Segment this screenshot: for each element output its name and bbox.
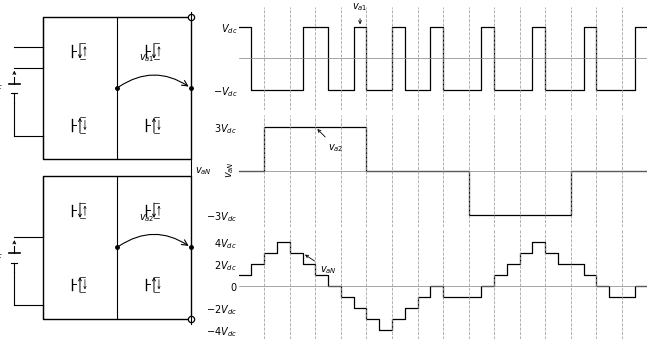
Text: $v_{a1}$: $v_{a1}$ xyxy=(353,1,368,23)
Text: $3V_{dc}$: $3V_{dc}$ xyxy=(0,247,3,261)
Text: $v_{aN}$: $v_{aN}$ xyxy=(305,255,337,276)
Text: $v_{a2}$: $v_{a2}$ xyxy=(139,212,154,224)
Text: $v_{a2}$: $v_{a2}$ xyxy=(318,130,343,154)
Bar xyxy=(43,176,191,319)
Text: $v_{a1}$: $v_{a1}$ xyxy=(139,53,154,64)
Y-axis label: $v_{aN}$: $v_{aN}$ xyxy=(195,165,212,177)
Text: $v_{aN}$: $v_{aN}$ xyxy=(224,161,236,178)
Bar xyxy=(43,17,191,159)
Text: $V_{dc}$: $V_{dc}$ xyxy=(0,78,3,92)
